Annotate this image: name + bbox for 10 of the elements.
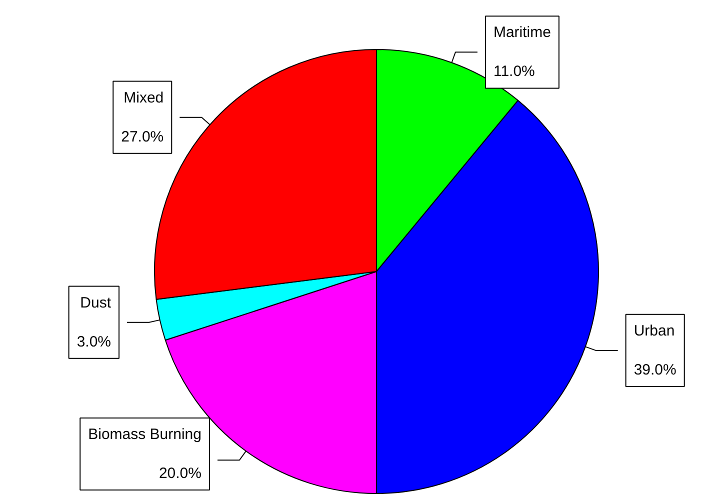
- slice-label: Biomass Burning: [88, 426, 202, 443]
- slice-label: Urban: [634, 322, 675, 340]
- data-label: 3.0%: [76, 333, 112, 350]
- data-label: 39.0%: [634, 362, 676, 379]
- data-label: 27.0%: [121, 128, 164, 146]
- slice-label: Dust: [80, 294, 112, 312]
- slice-label: Maritime: [493, 24, 551, 42]
- data-label: 11.0%: [493, 63, 535, 80]
- slice-label: Mixed: [124, 89, 164, 106]
- data-label: 20.0%: [158, 465, 202, 482]
